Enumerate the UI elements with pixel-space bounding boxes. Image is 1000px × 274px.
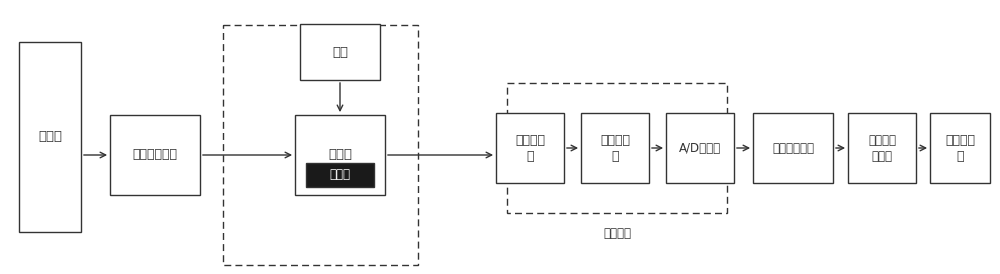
Bar bbox=[930, 113, 990, 183]
Bar bbox=[222, 25, 418, 265]
Text: 计算机通
信模块: 计算机通 信模块 bbox=[868, 133, 896, 162]
Text: 采集模块: 采集模块 bbox=[603, 227, 631, 240]
Text: 站内计算
机: 站内计算 机 bbox=[945, 133, 975, 162]
Text: 前置放大
器: 前置放大 器 bbox=[515, 133, 545, 162]
Text: 油气分离模块: 油气分离模块 bbox=[132, 149, 178, 161]
Text: 变压器: 变压器 bbox=[38, 130, 62, 144]
Text: 光声池: 光声池 bbox=[328, 149, 352, 161]
Text: A/D转单元: A/D转单元 bbox=[679, 141, 721, 155]
Text: 锁相放大
器: 锁相放大 器 bbox=[600, 133, 630, 162]
Bar bbox=[306, 163, 374, 187]
Text: 光源: 光源 bbox=[332, 45, 348, 59]
Bar bbox=[666, 113, 734, 183]
Bar bbox=[848, 113, 916, 183]
Bar bbox=[110, 115, 200, 195]
Text: 微音器: 微音器 bbox=[330, 169, 351, 181]
Bar bbox=[496, 113, 564, 183]
Bar bbox=[300, 24, 380, 80]
Bar bbox=[295, 115, 385, 195]
Bar bbox=[753, 113, 833, 183]
Bar bbox=[507, 83, 727, 213]
Text: 数据分析模块: 数据分析模块 bbox=[772, 141, 814, 155]
Bar bbox=[19, 42, 81, 232]
Bar bbox=[581, 113, 649, 183]
